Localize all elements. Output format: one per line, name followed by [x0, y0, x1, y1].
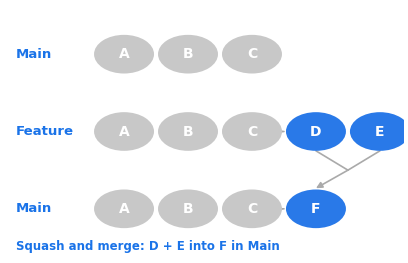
Text: F: F: [311, 202, 321, 216]
Text: C: C: [247, 47, 257, 61]
Circle shape: [94, 35, 154, 73]
Circle shape: [222, 189, 282, 228]
Text: B: B: [183, 124, 193, 139]
Text: Feature: Feature: [16, 125, 74, 138]
Text: Main: Main: [16, 48, 52, 61]
Text: A: A: [119, 47, 129, 61]
Circle shape: [286, 189, 346, 228]
Text: A: A: [119, 124, 129, 139]
Text: C: C: [247, 202, 257, 216]
Circle shape: [94, 189, 154, 228]
Text: C: C: [247, 124, 257, 139]
Circle shape: [158, 112, 218, 151]
Text: Main: Main: [16, 202, 52, 215]
Circle shape: [222, 35, 282, 73]
Circle shape: [158, 35, 218, 73]
Circle shape: [350, 112, 408, 151]
Text: B: B: [183, 47, 193, 61]
Circle shape: [94, 112, 154, 151]
Text: Squash and merge: D + E into F in Main: Squash and merge: D + E into F in Main: [16, 240, 280, 253]
Text: E: E: [375, 124, 385, 139]
Circle shape: [286, 112, 346, 151]
Text: B: B: [183, 202, 193, 216]
Text: D: D: [310, 124, 322, 139]
Circle shape: [158, 189, 218, 228]
Text: A: A: [119, 202, 129, 216]
Circle shape: [222, 112, 282, 151]
